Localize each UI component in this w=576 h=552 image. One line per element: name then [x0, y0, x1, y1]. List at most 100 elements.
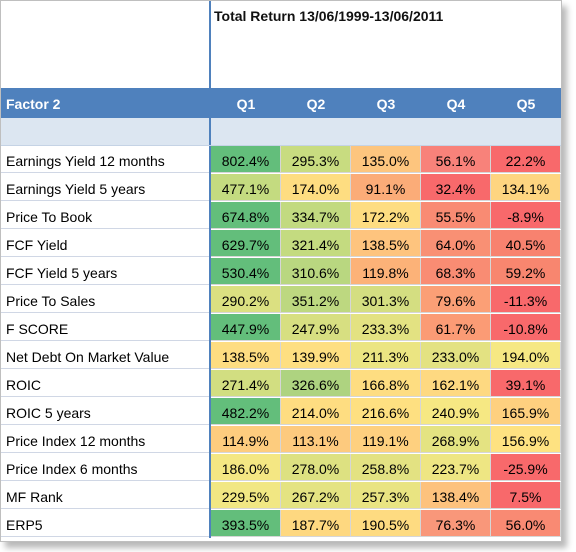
value-cell-q5[interactable]: 59.2% [491, 258, 561, 285]
value-cell-q5[interactable]: 22.2% [491, 146, 561, 173]
value-cell-q4[interactable]: 68.3% [421, 258, 491, 285]
row-label[interactable]: ROIC [1, 370, 209, 397]
value-cell-q2[interactable]: 295.3% [281, 146, 351, 173]
value-cell-q2[interactable]: 321.4% [281, 230, 351, 257]
row-label[interactable]: FCF Yield 5 years [1, 258, 209, 285]
row-label[interactable]: FCF Yield [1, 230, 209, 257]
value-cell-q3[interactable]: 119.8% [351, 258, 421, 285]
table-row: FCF Yield 5 years 530.4% 310.6% 119.8% 68.3%… [1, 258, 561, 286]
value-cell-q2[interactable]: 267.2% [281, 482, 351, 509]
factor-header: Factor 2 [6, 96, 61, 112]
row-label[interactable]: Price To Book [1, 202, 209, 229]
value-cell-q3[interactable]: 135.0% [351, 146, 421, 173]
column-divider [209, 454, 211, 482]
value-cell-q4[interactable]: 268.9% [421, 426, 491, 453]
value-cell-q1[interactable]: 393.5% [211, 510, 281, 537]
table-row: FCF Yield 629.7% 321.4% 138.5% 64.0% 40.5% [1, 230, 561, 258]
row-label[interactable]: ERP5 [1, 510, 209, 537]
table-title: Total Return 13/06/1999-13/06/2011 [214, 8, 444, 24]
value-cell-q3[interactable]: 258.8% [351, 454, 421, 481]
value-cell-q3[interactable]: 166.8% [351, 370, 421, 397]
column-divider [209, 482, 211, 510]
value-cell-q1[interactable]: 271.4% [211, 370, 281, 397]
value-cell-q1[interactable]: 530.4% [211, 258, 281, 285]
value-cell-q2[interactable]: 214.0% [281, 398, 351, 425]
value-cell-q5[interactable]: -8.9% [491, 202, 561, 229]
table-row: F SCORE 447.9% 247.9% 233.3% 61.7% -10.8% [1, 314, 561, 342]
value-cell-q1[interactable]: 482.2% [211, 398, 281, 425]
value-cell-q4[interactable]: 79.6% [421, 286, 491, 313]
row-label[interactable]: F SCORE [1, 314, 209, 341]
value-cell-q5[interactable]: -10.8% [491, 314, 561, 341]
value-cell-q3[interactable]: 91.1% [351, 174, 421, 201]
value-cell-q1[interactable]: 186.0% [211, 454, 281, 481]
value-cell-q2[interactable]: 334.7% [281, 202, 351, 229]
row-label[interactable]: Net Debt On Market Value [1, 342, 209, 369]
value-cell-q2[interactable]: 187.7% [281, 510, 351, 537]
quintile-header-q5: Q5 [516, 96, 536, 112]
value-cell-q3[interactable]: 301.3% [351, 286, 421, 313]
value-cell-q2[interactable]: 174.0% [281, 174, 351, 201]
value-cell-q4[interactable]: 162.1% [421, 370, 491, 397]
value-cell-q1[interactable]: 802.4% [211, 146, 281, 173]
value-cell-q5[interactable]: 39.1% [491, 370, 561, 397]
value-cell-q2[interactable]: 139.9% [281, 342, 351, 369]
row-label[interactable]: Earnings Yield 12 months [1, 146, 209, 173]
table-row: Price Index 6 months 186.0% 278.0% 258.8% 22… [1, 454, 561, 482]
value-cell-q1[interactable]: 290.2% [211, 286, 281, 313]
value-cell-q1[interactable]: 629.7% [211, 230, 281, 257]
value-cell-q3[interactable]: 211.3% [351, 342, 421, 369]
column-divider [209, 286, 211, 314]
value-cell-q3[interactable]: 172.2% [351, 202, 421, 229]
value-cell-q4[interactable]: 76.3% [421, 510, 491, 537]
value-cell-q2[interactable]: 351.2% [281, 286, 351, 313]
value-cell-q2[interactable]: 310.6% [281, 258, 351, 285]
row-label[interactable]: Earnings Yield 5 years [1, 174, 209, 201]
row-label[interactable]: Price To Sales [1, 286, 209, 313]
value-cell-q3[interactable]: 257.3% [351, 482, 421, 509]
row-label[interactable]: Price Index 6 months [1, 454, 209, 481]
value-cell-q3[interactable]: 190.5% [351, 510, 421, 537]
value-cell-q4[interactable]: 55.5% [421, 202, 491, 229]
value-cell-q1[interactable]: 477.1% [211, 174, 281, 201]
spacer-row [1, 118, 561, 146]
column-divider [209, 258, 211, 286]
value-cell-q5[interactable]: 40.5% [491, 230, 561, 257]
value-cell-q4[interactable]: 240.9% [421, 398, 491, 425]
value-cell-q4[interactable]: 233.0% [421, 342, 491, 369]
row-label[interactable]: Price Index 12 months [1, 426, 209, 453]
column-divider [209, 314, 211, 342]
value-cell-q1[interactable]: 138.5% [211, 342, 281, 369]
value-cell-q5[interactable]: 165.9% [491, 398, 561, 425]
value-cell-q3[interactable]: 233.3% [351, 314, 421, 341]
value-cell-q4[interactable]: 32.4% [421, 174, 491, 201]
value-cell-q1[interactable]: 674.8% [211, 202, 281, 229]
value-cell-q1[interactable]: 114.9% [211, 426, 281, 453]
value-cell-q2[interactable]: 278.0% [281, 454, 351, 481]
value-cell-q2[interactable]: 113.1% [281, 426, 351, 453]
value-cell-q5[interactable]: 56.0% [491, 510, 561, 537]
column-divider [209, 370, 211, 398]
value-cell-q3[interactable]: 119.1% [351, 426, 421, 453]
value-cell-q3[interactable]: 138.5% [351, 230, 421, 257]
value-cell-q1[interactable]: 447.9% [211, 314, 281, 341]
quintile-header-q2: Q2 [306, 96, 326, 112]
value-cell-q5[interactable]: 134.1% [491, 174, 561, 201]
value-cell-q4[interactable]: 64.0% [421, 230, 491, 257]
value-cell-q4[interactable]: 61.7% [421, 314, 491, 341]
value-cell-q3[interactable]: 216.6% [351, 398, 421, 425]
value-cell-q2[interactable]: 326.6% [281, 370, 351, 397]
value-cell-q5[interactable]: -25.9% [491, 454, 561, 481]
row-label[interactable]: ROIC 5 years [1, 398, 209, 425]
value-cell-q4[interactable]: 223.7% [421, 454, 491, 481]
table-row: Earnings Yield 12 months 802.4% 295.3% 135.… [1, 146, 561, 174]
value-cell-q4[interactable]: 56.1% [421, 146, 491, 173]
value-cell-q4[interactable]: 138.4% [421, 482, 491, 509]
value-cell-q5[interactable]: 194.0% [491, 342, 561, 369]
value-cell-q5[interactable]: 156.9% [491, 426, 561, 453]
value-cell-q2[interactable]: 247.9% [281, 314, 351, 341]
value-cell-q5[interactable]: 7.5% [491, 482, 561, 509]
value-cell-q5[interactable]: -11.3% [491, 286, 561, 313]
row-label[interactable]: MF Rank [1, 482, 209, 509]
value-cell-q1[interactable]: 229.5% [211, 482, 281, 509]
